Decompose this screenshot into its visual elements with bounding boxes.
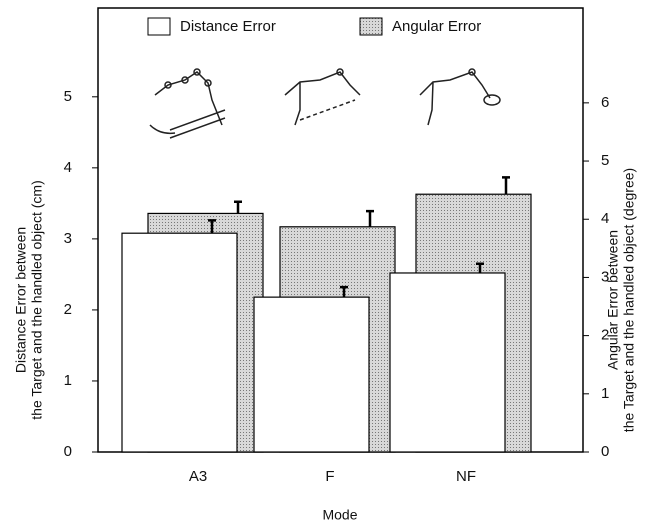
legend-swatch bbox=[147, 17, 171, 36]
error-bar bbox=[366, 209, 374, 227]
y2-tick-label: 1 bbox=[601, 385, 609, 402]
y-axis-label: the Target and the handled object (cm) bbox=[29, 180, 45, 419]
error-bar bbox=[208, 219, 216, 234]
legend-label: Angular Error bbox=[392, 18, 481, 35]
error-bar bbox=[476, 262, 484, 273]
y2-tick-label: 3 bbox=[601, 268, 609, 285]
y2-axis-label: Angular Error between bbox=[605, 230, 621, 370]
y2-tick-label: 5 bbox=[601, 152, 609, 169]
illustrations bbox=[149, 68, 501, 139]
y2-tick-label: 4 bbox=[601, 210, 609, 227]
legend-label: Distance Error bbox=[180, 18, 276, 35]
error-bar bbox=[234, 200, 242, 214]
y2-tick-label: 2 bbox=[601, 327, 609, 344]
y-tick-label: 4 bbox=[64, 159, 72, 176]
legend-swatch bbox=[359, 17, 383, 36]
x-tick-label: NF bbox=[456, 468, 476, 485]
bar bbox=[389, 272, 506, 453]
x-axis-label: Mode bbox=[322, 507, 357, 523]
y2-tick-label: 0 bbox=[601, 443, 609, 460]
y2-axis-label: the Target and the handled object (degre… bbox=[621, 168, 637, 432]
y-axis-label: Distance Error between bbox=[13, 227, 29, 373]
y2-tick-label: 6 bbox=[601, 94, 609, 111]
y-tick-label: 0 bbox=[64, 443, 72, 460]
error-bar bbox=[340, 285, 348, 298]
bar bbox=[253, 296, 370, 453]
error-bar bbox=[502, 176, 510, 195]
x-tick-label: F bbox=[325, 468, 334, 485]
bar bbox=[121, 232, 238, 453]
x-tick-label: A3 bbox=[189, 468, 207, 485]
y-tick-label: 5 bbox=[64, 88, 72, 105]
y-tick-label: 3 bbox=[64, 230, 72, 247]
y-tick-label: 1 bbox=[64, 372, 72, 389]
y-tick-label: 2 bbox=[64, 301, 72, 318]
